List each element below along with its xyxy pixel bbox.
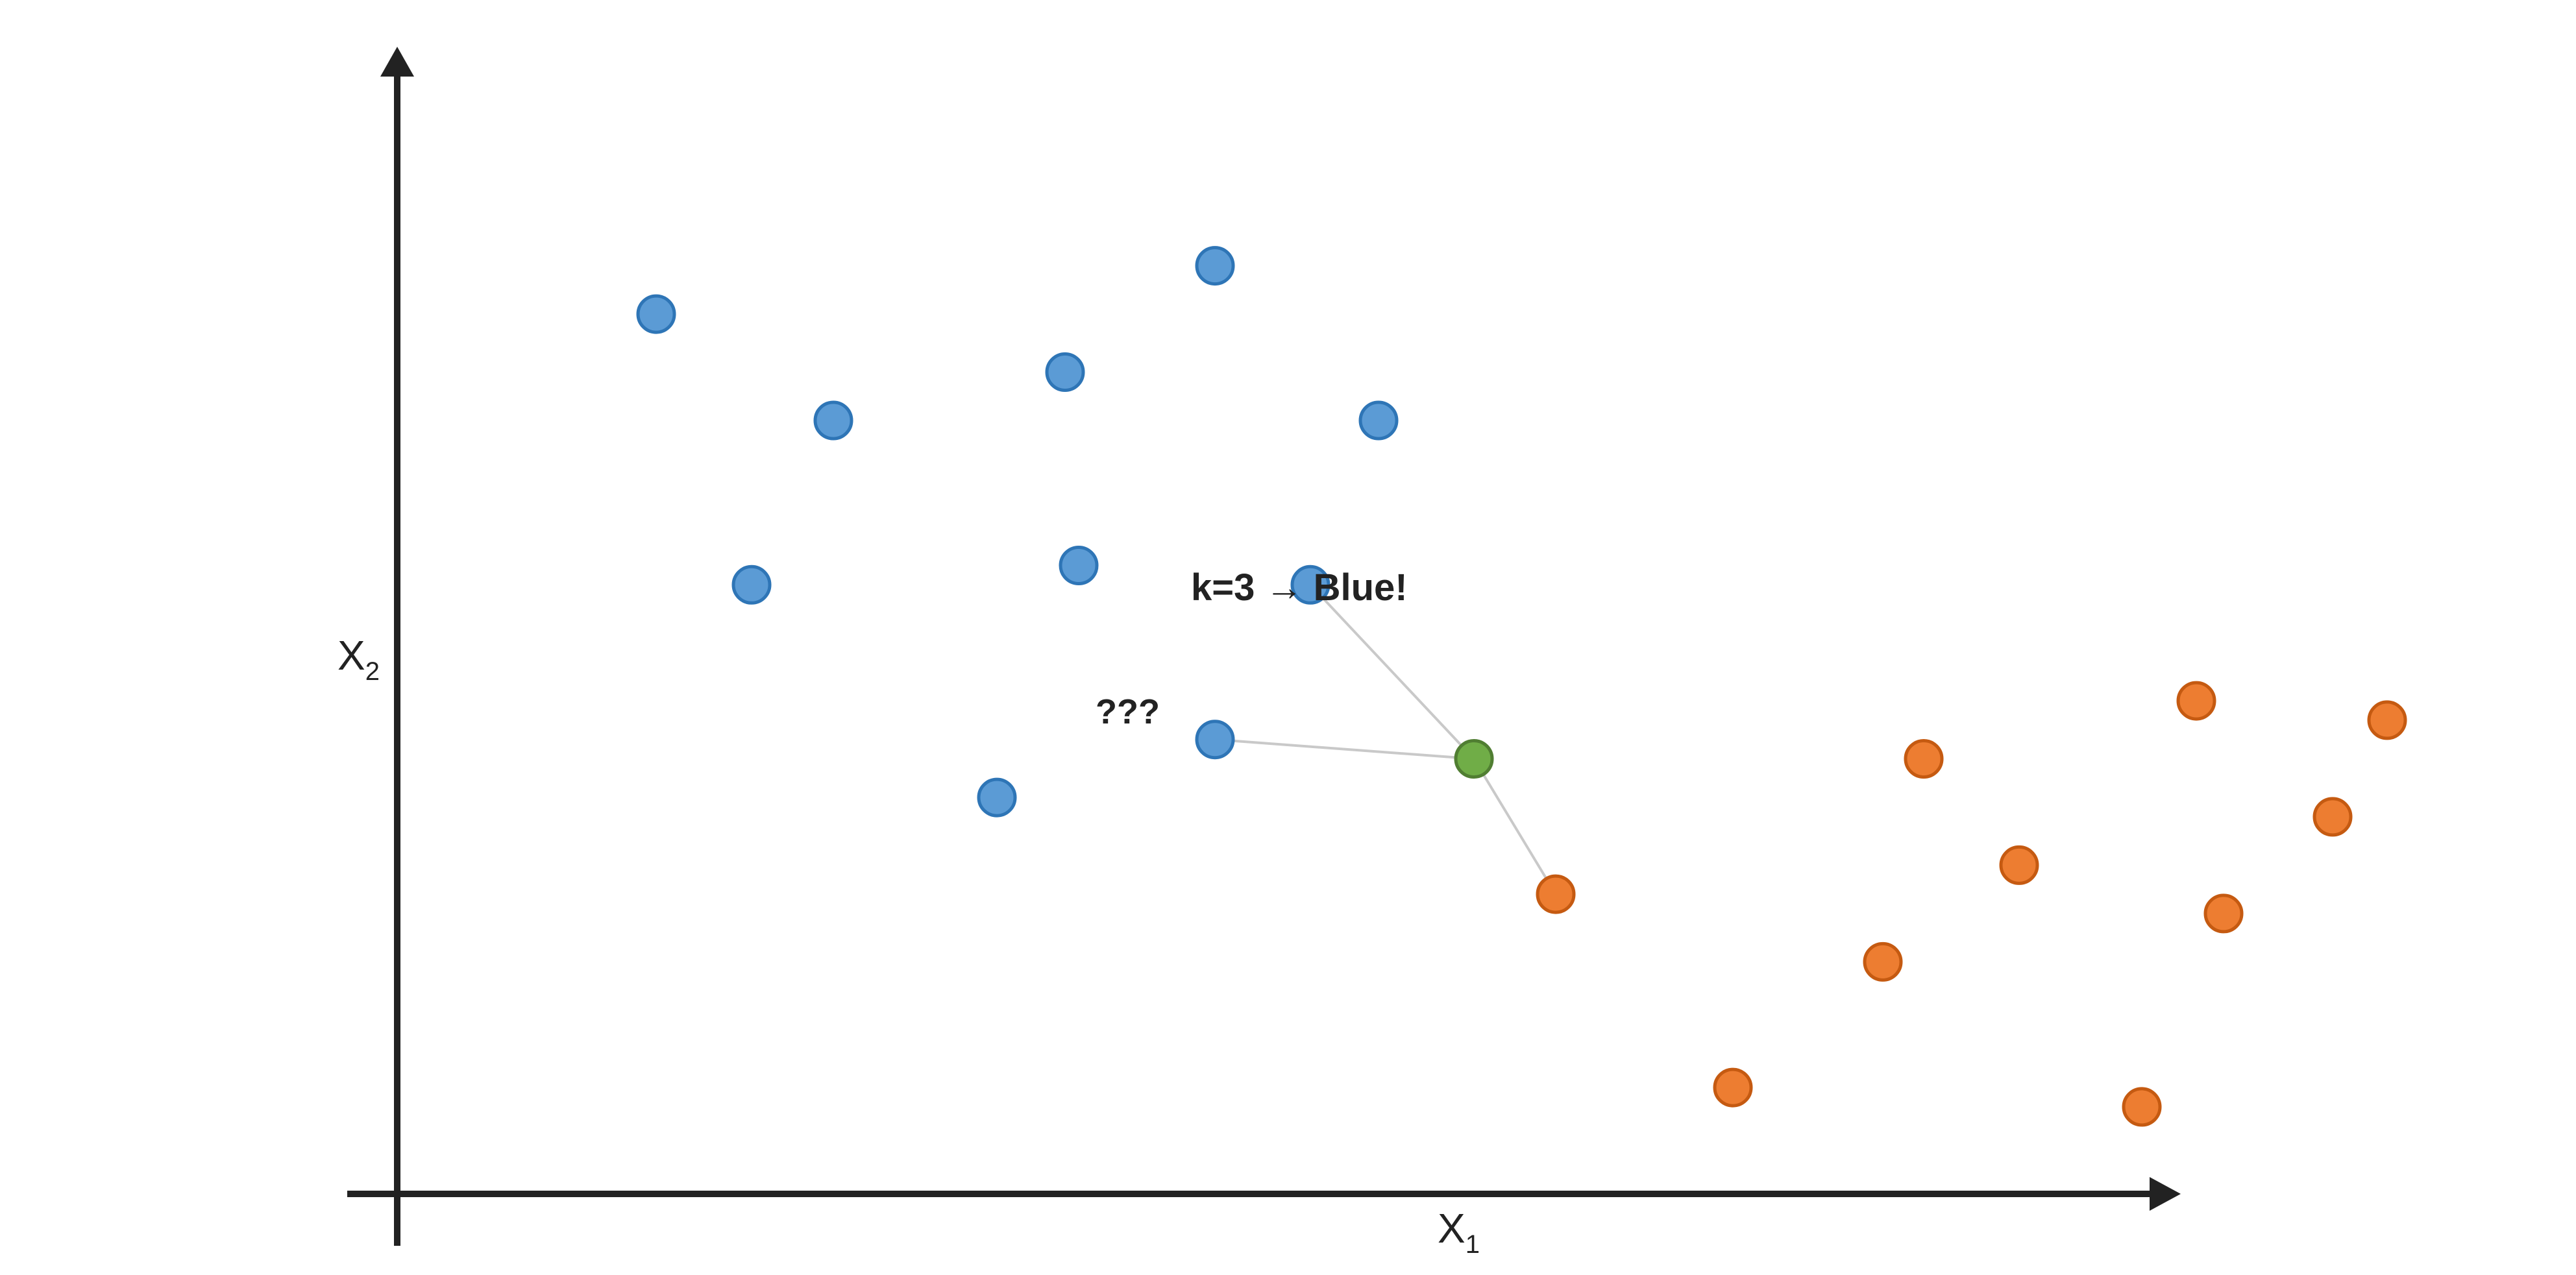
neighbor-line bbox=[1309, 583, 1475, 760]
blue-points bbox=[636, 246, 1399, 818]
orange-point bbox=[2203, 893, 2244, 934]
blue-point bbox=[1195, 246, 1235, 286]
orange-point bbox=[1904, 739, 1944, 779]
orange-point bbox=[2176, 681, 2216, 721]
x-axis-arrow-icon bbox=[2150, 1177, 2181, 1211]
blue-point bbox=[1195, 720, 1235, 760]
query-point-group bbox=[1454, 739, 1494, 779]
blue-point bbox=[813, 400, 853, 441]
query-point bbox=[1454, 739, 1494, 779]
blue-point bbox=[1358, 400, 1399, 441]
x-axis-label: X1 bbox=[1438, 1205, 1480, 1259]
blue-point bbox=[731, 565, 772, 605]
blue-point bbox=[1290, 565, 1331, 605]
y-axis-label: X2 bbox=[337, 632, 380, 686]
neighbor-line bbox=[1473, 758, 1557, 895]
orange-point bbox=[1999, 845, 2039, 885]
orange-point bbox=[2122, 1087, 2162, 1127]
y-axis-label-subscript: 2 bbox=[365, 657, 380, 686]
orange-point bbox=[1536, 874, 1576, 914]
y-axis-arrow-icon bbox=[380, 47, 414, 77]
x-axis-label-letter: X bbox=[1438, 1205, 1466, 1252]
blue-point bbox=[636, 294, 676, 334]
blue-point bbox=[1045, 352, 1085, 392]
query-label: ??? bbox=[1096, 692, 1160, 731]
orange-point bbox=[2312, 797, 2353, 837]
blue-point bbox=[977, 777, 1017, 818]
blue-point bbox=[1059, 546, 1099, 585]
knn-result-label: k=3 → Blue! bbox=[1191, 566, 1408, 609]
y-axis-label-letter: X bbox=[337, 632, 365, 679]
orange-point bbox=[1863, 941, 1903, 982]
orange-points bbox=[1536, 681, 2407, 1127]
orange-point bbox=[1713, 1067, 1753, 1108]
orange-point bbox=[2367, 700, 2407, 740]
neighbor-lines bbox=[1214, 583, 1557, 895]
x-axis-label-subscript: 1 bbox=[1466, 1230, 1480, 1259]
neighbor-line bbox=[1214, 738, 1475, 760]
